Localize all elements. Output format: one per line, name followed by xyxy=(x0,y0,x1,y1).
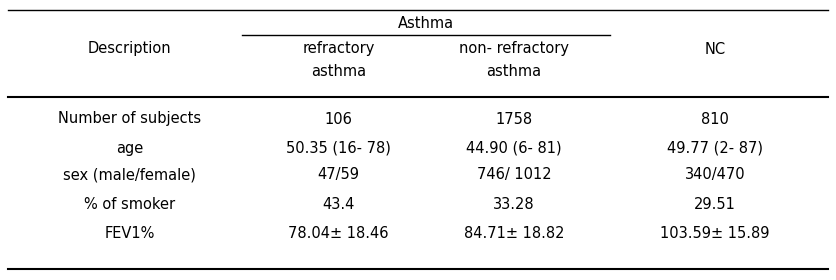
Text: sex (male/female): sex (male/female) xyxy=(64,167,196,183)
Text: 106: 106 xyxy=(324,111,353,127)
Text: age: age xyxy=(116,141,143,156)
Text: 103.59± 15.89: 103.59± 15.89 xyxy=(660,226,769,241)
Text: 84.71± 18.82: 84.71± 18.82 xyxy=(464,226,564,241)
Text: 1758: 1758 xyxy=(496,111,533,127)
Text: 44.90 (6- 81): 44.90 (6- 81) xyxy=(466,141,562,156)
Text: 78.04± 18.46: 78.04± 18.46 xyxy=(288,226,389,241)
Text: Description: Description xyxy=(88,41,171,57)
Text: asthma: asthma xyxy=(487,64,542,79)
Text: 33.28: 33.28 xyxy=(493,197,535,212)
Text: 340/470: 340/470 xyxy=(685,167,745,183)
Text: 746/ 1012: 746/ 1012 xyxy=(477,167,552,183)
Text: NC: NC xyxy=(704,41,726,57)
Text: Number of subjects: Number of subjects xyxy=(58,111,201,127)
Text: non- refractory: non- refractory xyxy=(459,41,569,57)
Text: Asthma: Asthma xyxy=(398,16,455,31)
Text: 29.51: 29.51 xyxy=(694,197,736,212)
Text: 50.35 (16- 78): 50.35 (16- 78) xyxy=(286,141,391,156)
Text: asthma: asthma xyxy=(311,64,366,79)
Text: 43.4: 43.4 xyxy=(323,197,354,212)
Text: refractory: refractory xyxy=(303,41,375,57)
Text: FEV1%: FEV1% xyxy=(104,226,155,241)
Text: % of smoker: % of smoker xyxy=(84,197,176,212)
Text: 810: 810 xyxy=(701,111,729,127)
Text: 49.77 (2- 87): 49.77 (2- 87) xyxy=(667,141,762,156)
Text: 47/59: 47/59 xyxy=(318,167,359,183)
